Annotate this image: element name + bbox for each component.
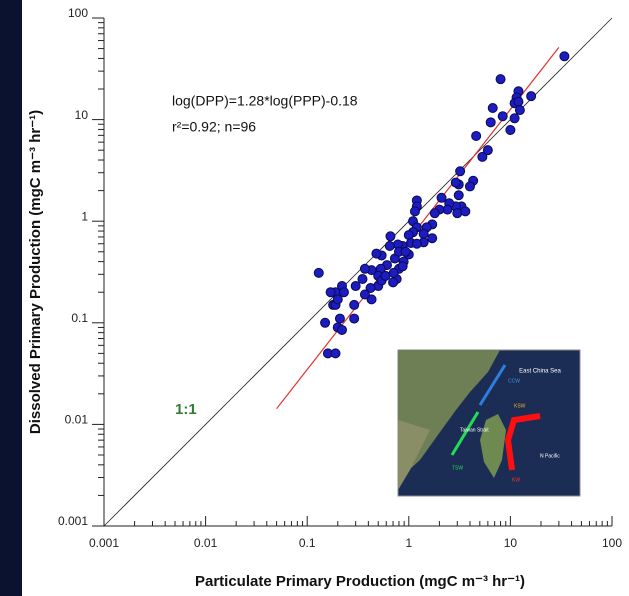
y-tick-label: 0.001 [58, 514, 88, 528]
x-tick-label: 1 [405, 536, 412, 550]
point [360, 264, 369, 273]
point [335, 314, 344, 323]
point [456, 167, 465, 176]
point [483, 146, 492, 155]
point [314, 268, 323, 277]
point [337, 325, 346, 334]
point [428, 234, 437, 243]
identity-label: 1:1 [175, 401, 197, 418]
point [401, 247, 410, 256]
page: {"chart_data": { "type": "scatter", "xla… [0, 0, 629, 596]
point [453, 209, 462, 218]
point [321, 318, 330, 327]
y-tick-label: 100 [68, 6, 88, 20]
y-tick-label: 0.1 [71, 311, 88, 325]
point [386, 232, 395, 241]
point [472, 131, 481, 140]
point [385, 242, 394, 251]
y-axis-label: Dissolved Primary Production (mgC m⁻³ hr… [27, 110, 44, 434]
point [430, 209, 439, 218]
point [510, 114, 519, 123]
point [451, 178, 460, 187]
inset-label: East China Sea [519, 369, 561, 375]
point [515, 106, 524, 115]
x-axis-label: Particulate Primary Production (mgC m⁻³ … [195, 573, 525, 590]
point [560, 52, 569, 61]
fit-stats: r²=0.92; n=96 [172, 119, 256, 135]
point [389, 268, 398, 277]
y-tick-label: 10 [75, 108, 89, 122]
point [465, 182, 474, 191]
point [333, 295, 342, 304]
point [454, 191, 463, 200]
point [360, 290, 369, 299]
point [412, 239, 421, 248]
point [351, 282, 360, 291]
point [398, 262, 407, 271]
point [506, 126, 515, 135]
chart: log(DPP)=1.28*log(PPP)-0.18 r²=0.92; n=9… [0, 0, 629, 596]
panel [22, 0, 629, 596]
point [389, 278, 398, 287]
y-tick-label: 0.01 [65, 413, 89, 427]
inset-label: KSW [514, 403, 526, 409]
point [486, 118, 495, 127]
inset-label: CCW [508, 378, 520, 384]
point [514, 97, 523, 106]
point [331, 349, 340, 358]
point [350, 300, 359, 309]
x-tick-label: 10 [504, 536, 518, 550]
point [381, 271, 390, 280]
point [488, 104, 497, 113]
x-tick-label: 0.001 [89, 536, 119, 550]
point [326, 288, 335, 297]
y-tick-label: 1 [81, 209, 88, 223]
point [496, 75, 505, 84]
x-tick-label: 0.01 [194, 536, 218, 550]
equation: log(DPP)=1.28*log(PPP)-0.18 [172, 93, 358, 109]
inset-label: KW [512, 477, 520, 483]
point [350, 314, 359, 323]
point [372, 249, 381, 258]
inset-label: N Pacific [540, 453, 560, 459]
inset-label: Taiwan Strait [460, 427, 489, 433]
point [358, 274, 367, 283]
point [498, 112, 507, 121]
point [419, 229, 428, 238]
inset-map: East China Sea CCW KSW Taiwan Strait TSW… [378, 338, 613, 502]
inset-label: TSW [452, 465, 463, 471]
x-tick-label: 0.1 [299, 536, 316, 550]
point [339, 288, 348, 297]
x-tick-label: 100 [602, 536, 622, 550]
point [437, 193, 446, 202]
point [527, 92, 536, 101]
point [410, 207, 419, 216]
point [461, 207, 470, 216]
